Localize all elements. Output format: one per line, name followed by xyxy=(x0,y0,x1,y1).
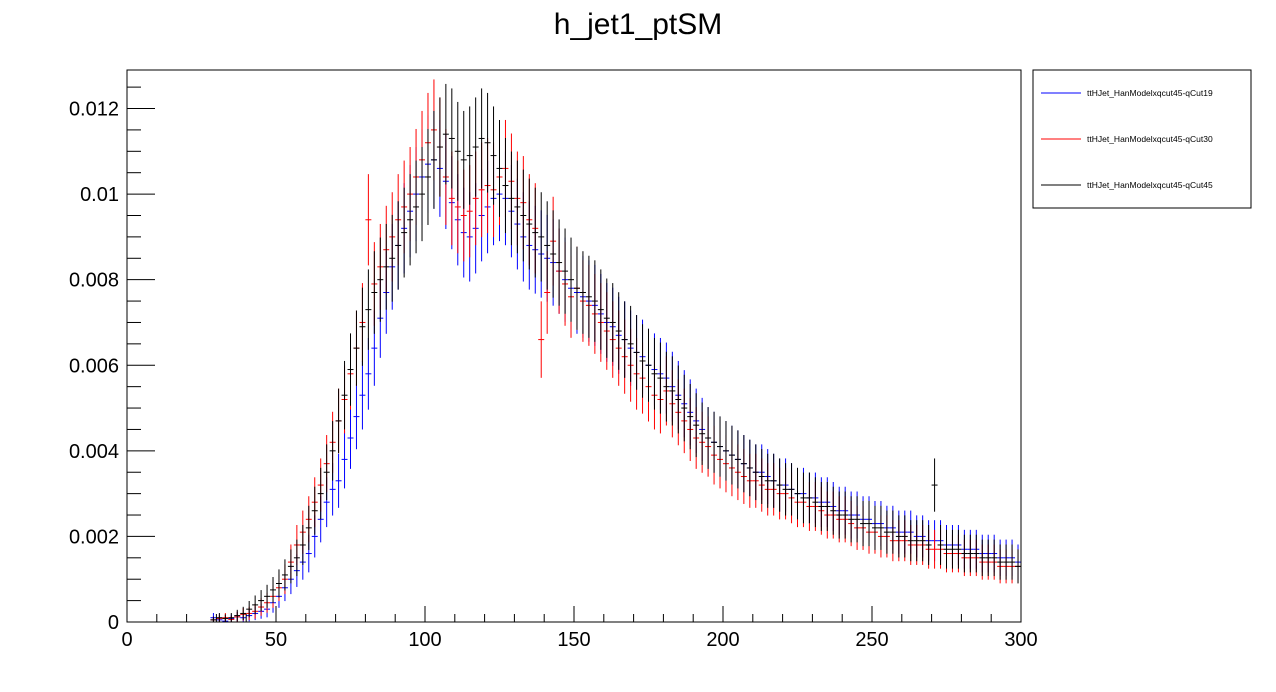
y-tick-label: 0.012 xyxy=(69,99,119,121)
series-group xyxy=(210,79,1021,622)
axes: 0 50 100 150 200 250 300 0 0.002 0.004 0.006 0.008 0… xyxy=(69,69,1038,651)
y-tick-label: 0.002 xyxy=(69,526,119,548)
y-tick-label: 0.006 xyxy=(69,355,119,377)
legend-entry-label: ttHJet_HanModelxqcut45-qCut45 xyxy=(1087,180,1213,190)
x-tick-label: 300 xyxy=(1004,629,1037,651)
y-tick-label: 0.008 xyxy=(69,270,119,292)
x-tick-label: 100 xyxy=(408,629,441,651)
series-3 xyxy=(210,83,1021,622)
legend-entry-label: ttHJet_HanModelxqcut45-qCut30 xyxy=(1087,134,1213,144)
y-tick-label: 0.004 xyxy=(69,441,119,463)
y-tick-label: 0 xyxy=(108,612,119,634)
plot-area xyxy=(210,79,1021,622)
x-tick-label: 0 xyxy=(121,629,132,651)
legend-entry-label: ttHJet_HanModelxqcut45-qCut19 xyxy=(1087,88,1213,98)
x-tick-label: 50 xyxy=(265,629,287,651)
y-tick-label: 0.01 xyxy=(80,184,119,206)
x-tick-label: 150 xyxy=(557,629,590,651)
x-tick-label: 250 xyxy=(855,629,888,651)
x-tick-label: 200 xyxy=(706,629,739,651)
legend: ttHJet_HanModelxqcut45-qCut19 ttHJet_HanM… xyxy=(1032,69,1252,209)
chart-title: h_jet1_ptSM xyxy=(554,8,722,41)
